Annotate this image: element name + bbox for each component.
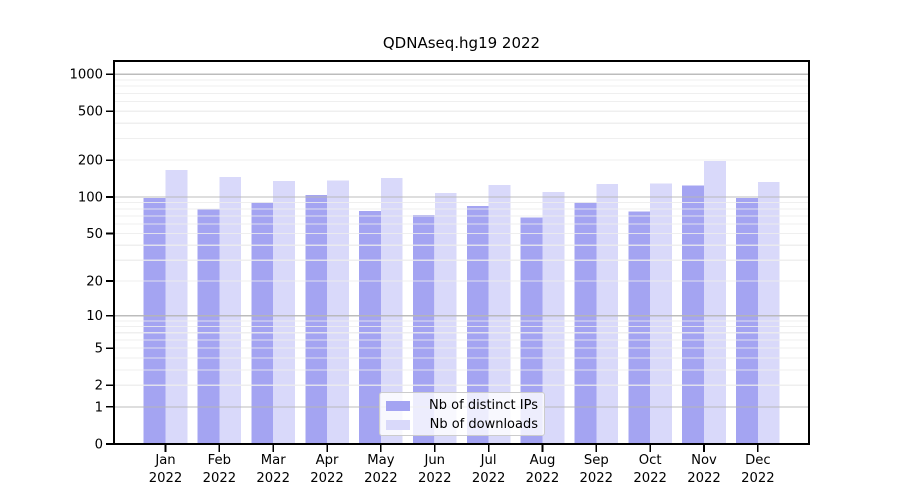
bar: [757, 182, 780, 444]
y-axis: 0 1 2 5 10 20 50 100 200 500 1000: [69, 68, 114, 453]
x-tick-label-month: Jul: [480, 453, 497, 468]
x-tick-label-year: 2022: [687, 471, 721, 486]
bar: [596, 183, 619, 444]
legend: Nb of distinct IPs Nb of downloads: [379, 392, 545, 436]
x-tick-label-year: 2022: [310, 471, 344, 486]
bar: [412, 215, 435, 444]
bar: [380, 178, 403, 444]
x-tick-label-year: 2022: [256, 471, 290, 486]
y-tick-label: 20: [86, 275, 103, 290]
y-tick-label: 200: [78, 154, 103, 169]
y-tick-label: 0: [95, 438, 103, 453]
x-tick-label-year: 2022: [364, 471, 398, 486]
x-tick-label-month: Nov: [691, 453, 717, 468]
bar: [488, 185, 511, 444]
legend-label-distinct-ips: Nb of distinct IPs: [429, 398, 538, 413]
x-tick-label-year: 2022: [472, 471, 506, 486]
y-tick-label: 2: [95, 379, 103, 394]
bar: [650, 183, 672, 444]
y-tick-label: 500: [78, 105, 103, 120]
x-tick-label-month: May: [367, 453, 394, 468]
legend-item-downloads: Nb of downloads: [386, 415, 538, 434]
x-tick-label-year: 2022: [149, 471, 183, 486]
x-tick-label-year: 2022: [526, 471, 560, 486]
bar: [359, 210, 381, 444]
legend-item-distinct-ips: Nb of distinct IPs: [386, 396, 538, 415]
bar: [520, 217, 543, 444]
x-tick-label-month: Aug: [530, 453, 556, 468]
chart-title: QDNAseq.hg19 2022: [382, 34, 541, 52]
legend-swatch-distinct-ips: [386, 400, 410, 411]
y-tick-label: 1: [95, 400, 103, 415]
bar: [305, 194, 328, 444]
legend-swatch-downloads: [386, 419, 410, 430]
bar: [574, 202, 597, 444]
bar: [327, 180, 349, 444]
x-tick-label-year: 2022: [203, 471, 237, 486]
x-tick-label-month: Jun: [423, 453, 445, 468]
bar: [165, 170, 188, 444]
bars-distinct-ips: [143, 185, 758, 444]
x-tick-label-year: 2022: [741, 471, 775, 486]
y-tick-label: 10: [86, 309, 103, 324]
y-tick-label: 100: [78, 190, 103, 205]
bar: [628, 211, 651, 444]
x-tick-label-month: Apr: [316, 453, 339, 468]
y-tick-label: 1000: [69, 68, 103, 83]
bar: [682, 185, 704, 444]
y-tick-label: 5: [95, 342, 103, 357]
x-tick-label-month: Mar: [261, 453, 286, 468]
bar: [273, 181, 295, 444]
bar: [434, 192, 457, 444]
bars-downloads: [165, 160, 780, 444]
x-tick-label-month: Oct: [639, 453, 662, 468]
legend-label-downloads: Nb of downloads: [429, 417, 538, 432]
x-tick-label-year: 2022: [580, 471, 614, 486]
y-tick-label: 50: [86, 227, 103, 242]
x-tick-label-month: Feb: [208, 453, 231, 468]
x-tick-label-year: 2022: [418, 471, 452, 486]
x-tick-label-month: Jan: [154, 453, 175, 468]
bar: [251, 202, 274, 444]
x-tick-label-month: Sep: [584, 453, 609, 468]
x-tick-label-month: Dec: [745, 453, 771, 468]
plot-border: [113, 60, 810, 445]
x-axis: Jan 2022 Feb 2022 Mar 2022 Apr 2022 May 2022 Jun 20…: [149, 444, 775, 486]
minor-gridlines: [114, 79, 809, 386]
bar: [542, 191, 565, 444]
bar: [704, 160, 726, 444]
bar: [219, 176, 242, 444]
bar: [466, 206, 489, 444]
x-tick-label-year: 2022: [633, 471, 667, 486]
